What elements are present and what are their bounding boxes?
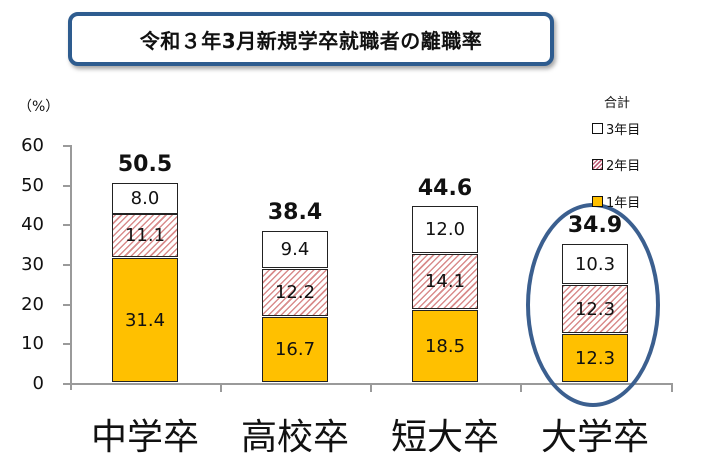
- bar-segment-year3: 8.0: [112, 183, 178, 214]
- legend-swatch-yellow-icon: [592, 196, 603, 207]
- x-category-label: 中学卒: [90, 417, 199, 458]
- y-axis-tick: [63, 343, 71, 345]
- legend-item-year2: 2年目: [592, 155, 640, 174]
- y-tick-label: 20: [21, 294, 44, 315]
- y-axis-tick: [63, 264, 71, 266]
- bar-segment-year3: 12.0: [412, 206, 478, 253]
- x-axis-separator: [671, 383, 673, 392]
- bar-segment-year3: 9.4: [262, 231, 328, 268]
- bar-total-label: 38.4: [267, 200, 323, 225]
- legend-label: 1年目: [606, 196, 641, 211]
- x-axis-separator: [370, 383, 372, 392]
- y-axis-tick: [63, 145, 71, 147]
- bar-segment-year2: 12.2: [262, 269, 328, 316]
- bar-segment-year1: 18.5: [412, 310, 478, 382]
- x-axis-separator: [520, 383, 522, 392]
- bar-segment-year2: 11.1: [112, 214, 178, 257]
- x-category-label: 大学卒: [540, 417, 649, 458]
- bar-segment-year1: 16.7: [262, 317, 328, 382]
- x-category-label: 高校卒: [240, 417, 349, 458]
- y-axis-line: [70, 145, 72, 390]
- legend-swatch-hatched-icon: [592, 159, 603, 170]
- y-tick-label: 60: [21, 135, 44, 156]
- y-tick-label: 0: [32, 373, 44, 394]
- bar-total-label: 44.6: [417, 176, 473, 201]
- y-axis-unit: （%）: [18, 99, 60, 115]
- legend-label: 3年目: [606, 123, 641, 138]
- x-category-label: 短大卒: [390, 417, 499, 458]
- legend-label: 2年目: [606, 159, 641, 174]
- highlight-ellipse: [526, 203, 660, 407]
- y-tick-label: 10: [21, 333, 44, 354]
- bar-total-label: 50.5: [117, 152, 173, 177]
- y-axis-tick: [63, 185, 71, 187]
- legend-swatch-white-icon: [592, 123, 603, 134]
- legend-item-year1: 1年目: [592, 192, 640, 211]
- y-tick-label: 30: [21, 254, 44, 275]
- bar-segment-year2: 14.1: [412, 254, 478, 309]
- legend-title: 合計: [604, 96, 631, 111]
- x-axis-separator: [220, 383, 222, 392]
- y-tick-label: 40: [21, 214, 44, 235]
- legend-item-year3: 3年目: [592, 119, 640, 138]
- x-axis-line: [63, 383, 673, 385]
- y-tick-label: 50: [21, 175, 44, 196]
- y-axis-tick: [63, 304, 71, 306]
- chart-title-box: 令和３年3月新規学卒就職者の離職率: [68, 12, 554, 66]
- chart-title: 令和３年3月新規学卒就職者の離職率: [139, 28, 483, 53]
- y-axis-tick: [63, 224, 71, 226]
- bar-segment-year1: 31.4: [112, 258, 178, 382]
